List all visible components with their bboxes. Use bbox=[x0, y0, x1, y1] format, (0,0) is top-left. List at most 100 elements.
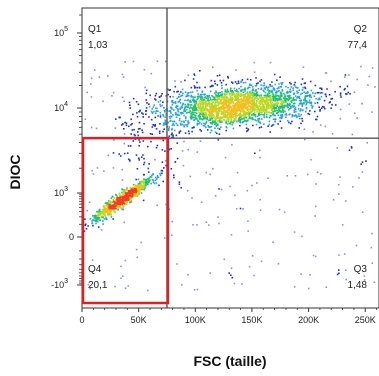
event-dot bbox=[273, 109, 276, 111]
event-dot bbox=[138, 110, 140, 113]
event-dot bbox=[240, 85, 242, 88]
event-dot bbox=[236, 103, 238, 105]
event-dot bbox=[107, 204, 109, 206]
event-dot bbox=[225, 119, 228, 122]
event-dot bbox=[247, 111, 250, 114]
event-dot bbox=[170, 133, 173, 136]
event-dot bbox=[264, 91, 267, 94]
event-dot bbox=[122, 76, 125, 78]
event-dot bbox=[121, 201, 124, 203]
event-dot bbox=[280, 115, 283, 118]
event-dot bbox=[143, 157, 145, 160]
event-dot bbox=[228, 113, 231, 115]
event-dot bbox=[110, 210, 112, 213]
event-dot bbox=[189, 106, 192, 108]
event-dot bbox=[142, 113, 144, 115]
event-dot bbox=[202, 105, 204, 108]
event-dot bbox=[255, 84, 258, 87]
event-dot bbox=[267, 107, 270, 109]
event-dot bbox=[244, 95, 247, 98]
event-dot bbox=[283, 92, 285, 95]
event-dot bbox=[196, 98, 198, 101]
event-dot bbox=[205, 97, 208, 99]
event-dot bbox=[240, 89, 242, 92]
event-dot bbox=[110, 197, 113, 200]
event-dot bbox=[209, 85, 212, 88]
event-dot bbox=[305, 100, 308, 102]
event-dot bbox=[247, 92, 249, 95]
event-dot bbox=[169, 109, 171, 112]
event-dot bbox=[192, 109, 194, 111]
event-dot bbox=[238, 105, 241, 107]
event-dot bbox=[238, 101, 241, 103]
event-dot bbox=[177, 108, 179, 110]
event-dot bbox=[197, 106, 199, 109]
event-dot bbox=[269, 106, 272, 109]
event-dot bbox=[267, 96, 269, 99]
event-dot bbox=[276, 105, 279, 107]
event-dot bbox=[124, 191, 126, 193]
event-dot bbox=[188, 132, 190, 135]
event-dot bbox=[206, 109, 209, 112]
event-dot bbox=[235, 120, 238, 123]
event-dot bbox=[367, 84, 369, 86]
event-dot bbox=[305, 103, 307, 106]
event-dot bbox=[132, 113, 134, 116]
event-dot bbox=[229, 97, 232, 100]
event-dot bbox=[247, 94, 249, 96]
event-dot bbox=[103, 214, 105, 216]
event-dot bbox=[268, 92, 271, 95]
event-dot bbox=[236, 82, 238, 85]
event-dot bbox=[269, 61, 272, 64]
event-dot bbox=[132, 183, 135, 186]
event-dot bbox=[215, 109, 217, 111]
event-dot bbox=[173, 90, 175, 93]
event-dot bbox=[299, 108, 302, 110]
event-dot bbox=[243, 106, 245, 108]
event-dot bbox=[164, 119, 167, 122]
event-dot bbox=[323, 106, 325, 108]
event-dot bbox=[218, 133, 221, 135]
event-dot bbox=[140, 192, 143, 194]
event-dot bbox=[193, 126, 195, 128]
event-dot bbox=[346, 85, 349, 88]
event-dot bbox=[329, 101, 331, 103]
event-dot bbox=[236, 171, 239, 174]
event-dot bbox=[170, 234, 173, 236]
event-dot bbox=[125, 196, 127, 198]
event-dot bbox=[188, 91, 190, 94]
plot-frame bbox=[81, 7, 379, 309]
event-dot bbox=[153, 124, 156, 127]
event-dot bbox=[238, 87, 240, 90]
event-dot bbox=[218, 109, 220, 112]
event-dot bbox=[142, 140, 145, 142]
event-dot bbox=[314, 215, 316, 217]
event-dot bbox=[225, 91, 228, 94]
event-dot bbox=[216, 84, 219, 86]
event-dot bbox=[212, 106, 215, 108]
event-dot bbox=[200, 130, 203, 132]
event-dot bbox=[321, 92, 324, 94]
event-dot bbox=[267, 102, 269, 105]
event-dot bbox=[276, 109, 278, 112]
event-dot bbox=[198, 111, 201, 114]
event-dot bbox=[180, 120, 183, 123]
event-dot bbox=[185, 108, 188, 111]
event-dot bbox=[220, 106, 222, 109]
event-dot bbox=[243, 95, 245, 97]
event-dot bbox=[256, 111, 258, 113]
event-dot bbox=[217, 112, 220, 114]
event-dot bbox=[258, 109, 261, 112]
event-dot bbox=[214, 96, 216, 98]
event-dot bbox=[283, 94, 286, 96]
event-dot bbox=[225, 129, 228, 132]
event-dot bbox=[220, 110, 223, 113]
event-dot bbox=[135, 154, 138, 156]
event-dot bbox=[271, 81, 273, 83]
event-dot bbox=[307, 287, 310, 290]
event-dot bbox=[272, 87, 275, 89]
event-dot bbox=[203, 111, 205, 113]
event-dot bbox=[200, 110, 202, 113]
event-dot bbox=[185, 106, 187, 108]
event-dot bbox=[239, 116, 241, 119]
